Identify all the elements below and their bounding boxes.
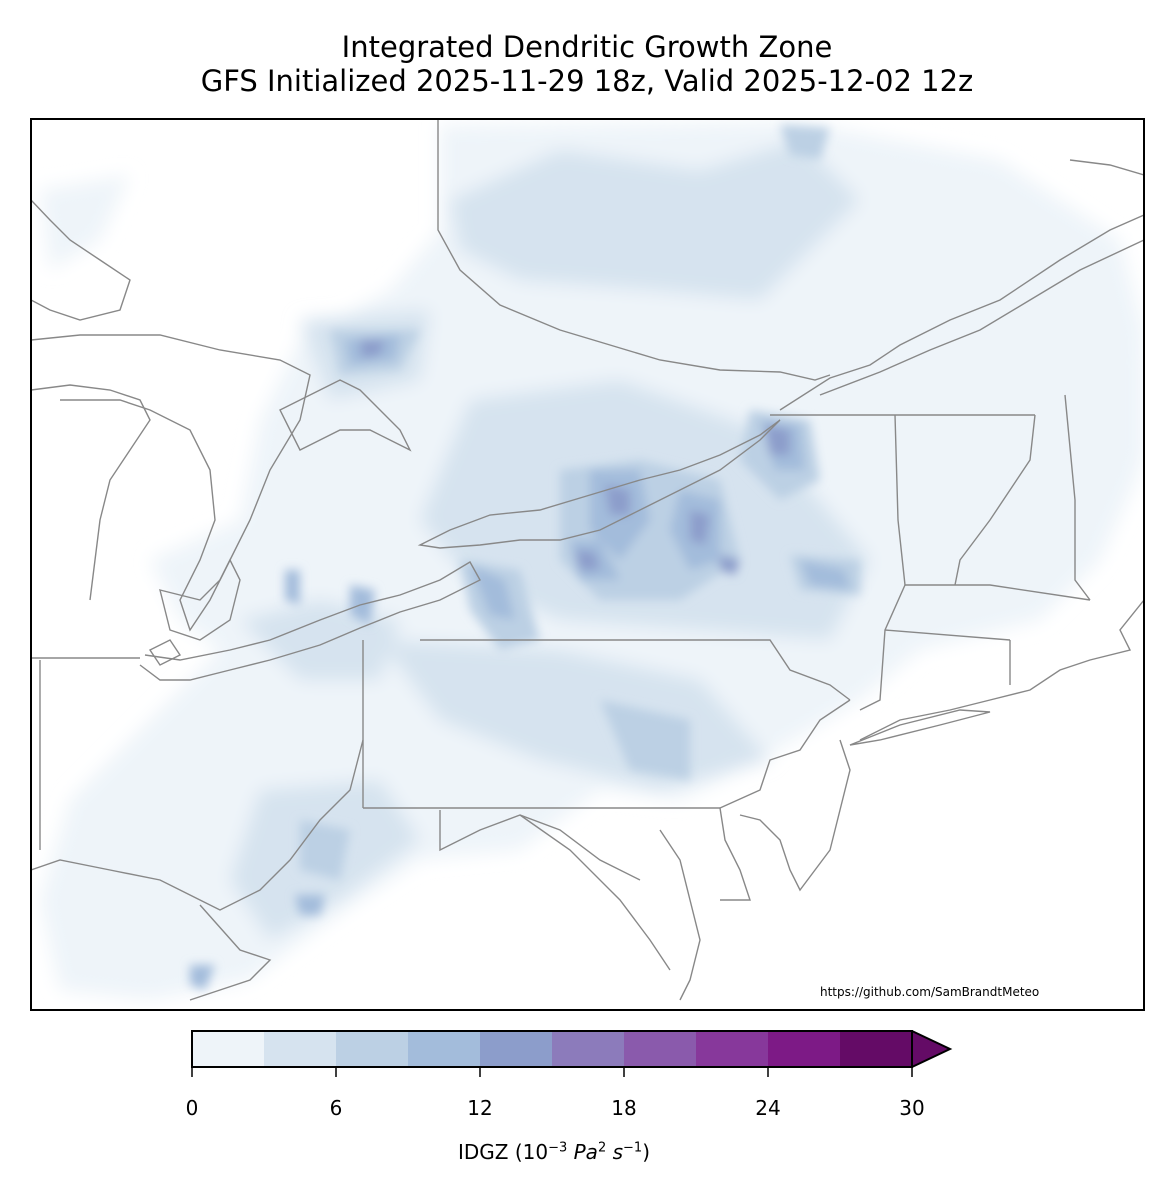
st-lawrence-river <box>779 214 1144 411</box>
st-lawrence-river-south-shore <box>819 239 1144 396</box>
colorbar-swatch <box>768 1031 841 1067</box>
delaware-bay <box>719 807 751 901</box>
contour-band-12 <box>690 510 710 545</box>
colorbar-swatch <box>696 1031 769 1067</box>
colorbar-swatch <box>264 1031 337 1067</box>
ohio-river <box>31 739 364 911</box>
contour-band-0 <box>40 175 130 270</box>
connecticut-north-border <box>884 629 1011 641</box>
colorbar-tick-marks <box>191 1067 913 1077</box>
chesapeake-bay <box>659 829 701 1001</box>
colorbar-swatch <box>336 1031 409 1067</box>
contour-band-6 <box>600 700 690 780</box>
contour-band-9 <box>800 560 850 590</box>
contour-band-9 <box>470 565 515 620</box>
contour-band-12 <box>765 425 790 455</box>
colorbar-extend-outline <box>911 1030 953 1068</box>
nh-maine-border <box>1064 394 1091 601</box>
colorbar-swatch <box>624 1031 697 1067</box>
contour-band-12 <box>605 485 630 515</box>
colorbar-swatches <box>192 1031 913 1067</box>
colorbar-label: IDGZ (10−3 Pa2 s−1) <box>457 1140 650 1164</box>
contour-band-9 <box>190 965 215 990</box>
colorbar-tick-label: 12 <box>467 1096 493 1120</box>
vermont-nh-border <box>954 414 1036 586</box>
colorbar-swatch <box>840 1031 913 1067</box>
contour-band-0 <box>1040 360 1144 460</box>
gulf-of-st-lawrence-coast <box>1069 159 1144 176</box>
map-title: Integrated Dendritic Growth Zone <box>341 30 833 64</box>
colorbar-swatch <box>552 1031 625 1067</box>
pennsylvania-north-border <box>420 639 851 701</box>
vermont-west-border <box>894 414 906 586</box>
nj-coast <box>739 739 851 892</box>
contour-band-6 <box>780 125 830 160</box>
lake-michigan-shore <box>31 384 151 601</box>
colorbar-tick-label: 0 <box>185 1096 199 1120</box>
new-york-east-border <box>859 584 906 711</box>
geographic-borders <box>31 119 1144 1001</box>
credit-text: https://github.com/SamBrandtMeteo <box>820 985 1040 999</box>
new-england-coast <box>859 599 1144 741</box>
colorbar-tick-label: 30 <box>899 1096 925 1120</box>
long-island <box>849 709 991 746</box>
contour-band-9 <box>285 570 300 605</box>
contour-band-12 <box>720 555 740 575</box>
colorbar-tick-label: 6 <box>329 1096 343 1120</box>
massachusetts-north-border <box>905 584 1091 601</box>
colorbar-extend-triangle <box>912 1031 950 1067</box>
lake-huron-shore <box>31 334 311 632</box>
ontario-quebec-border <box>437 119 831 381</box>
west-virginia-border <box>189 904 272 1001</box>
georgian-bay <box>279 379 412 452</box>
map-frame <box>30 118 1145 1011</box>
potomac-river <box>519 814 671 971</box>
lake-superior-shore <box>31 199 131 321</box>
michigan-thumb <box>159 558 241 641</box>
lake-erie-shore <box>139 561 481 681</box>
colorbar-tick-label: 18 <box>611 1096 637 1120</box>
colorbar-outline <box>191 1030 913 1068</box>
contour-band-12 <box>360 340 385 358</box>
colorbar-swatch <box>192 1031 265 1067</box>
nj-pa-border <box>719 699 851 809</box>
colorbar-tick-label: 24 <box>755 1096 781 1120</box>
idgz-field <box>40 122 1144 1000</box>
contour-band-3 <box>450 140 860 300</box>
field-mid <box>190 125 860 990</box>
contour-band-6 <box>300 820 350 880</box>
lake-ontario-shore <box>417 419 781 549</box>
colorbar <box>191 1030 953 1077</box>
colorbar-swatch <box>408 1031 481 1067</box>
contour-band-9 <box>295 895 325 915</box>
contour-band-12 <box>575 550 600 570</box>
colorbar-swatch <box>480 1031 553 1067</box>
map-subtitle: GFS Initialized 2025-11-29 18z, Valid 20… <box>200 64 974 98</box>
lake-st-clair <box>148 639 182 666</box>
